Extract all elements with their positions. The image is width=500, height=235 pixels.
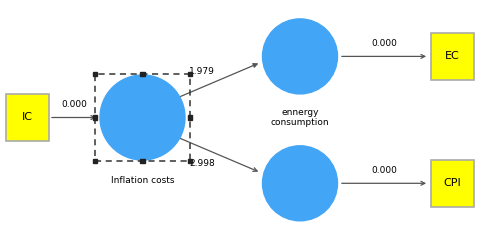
FancyBboxPatch shape bbox=[431, 160, 474, 207]
Text: 1.979: 1.979 bbox=[189, 67, 214, 76]
Text: ennergy
consumption: ennergy consumption bbox=[270, 108, 330, 127]
Bar bbox=[140, 72, 145, 76]
Bar bbox=[188, 159, 192, 163]
FancyBboxPatch shape bbox=[431, 33, 474, 80]
Text: 0.000: 0.000 bbox=[371, 39, 397, 48]
Bar bbox=[92, 72, 97, 76]
Text: EC: EC bbox=[445, 51, 460, 61]
Bar bbox=[188, 72, 192, 76]
Text: Inflation costs: Inflation costs bbox=[111, 176, 174, 185]
Bar bbox=[140, 159, 145, 163]
Text: 0.000: 0.000 bbox=[371, 166, 397, 175]
Text: 0.000: 0.000 bbox=[61, 100, 87, 109]
Ellipse shape bbox=[262, 19, 338, 94]
Text: CPI: CPI bbox=[444, 178, 462, 188]
Text: 2.998: 2.998 bbox=[189, 159, 214, 168]
Bar bbox=[188, 115, 192, 120]
Ellipse shape bbox=[100, 75, 185, 160]
Bar bbox=[92, 159, 97, 163]
FancyBboxPatch shape bbox=[6, 94, 49, 141]
Text: IC: IC bbox=[22, 113, 33, 122]
Bar bbox=[92, 115, 97, 120]
Ellipse shape bbox=[262, 146, 338, 221]
